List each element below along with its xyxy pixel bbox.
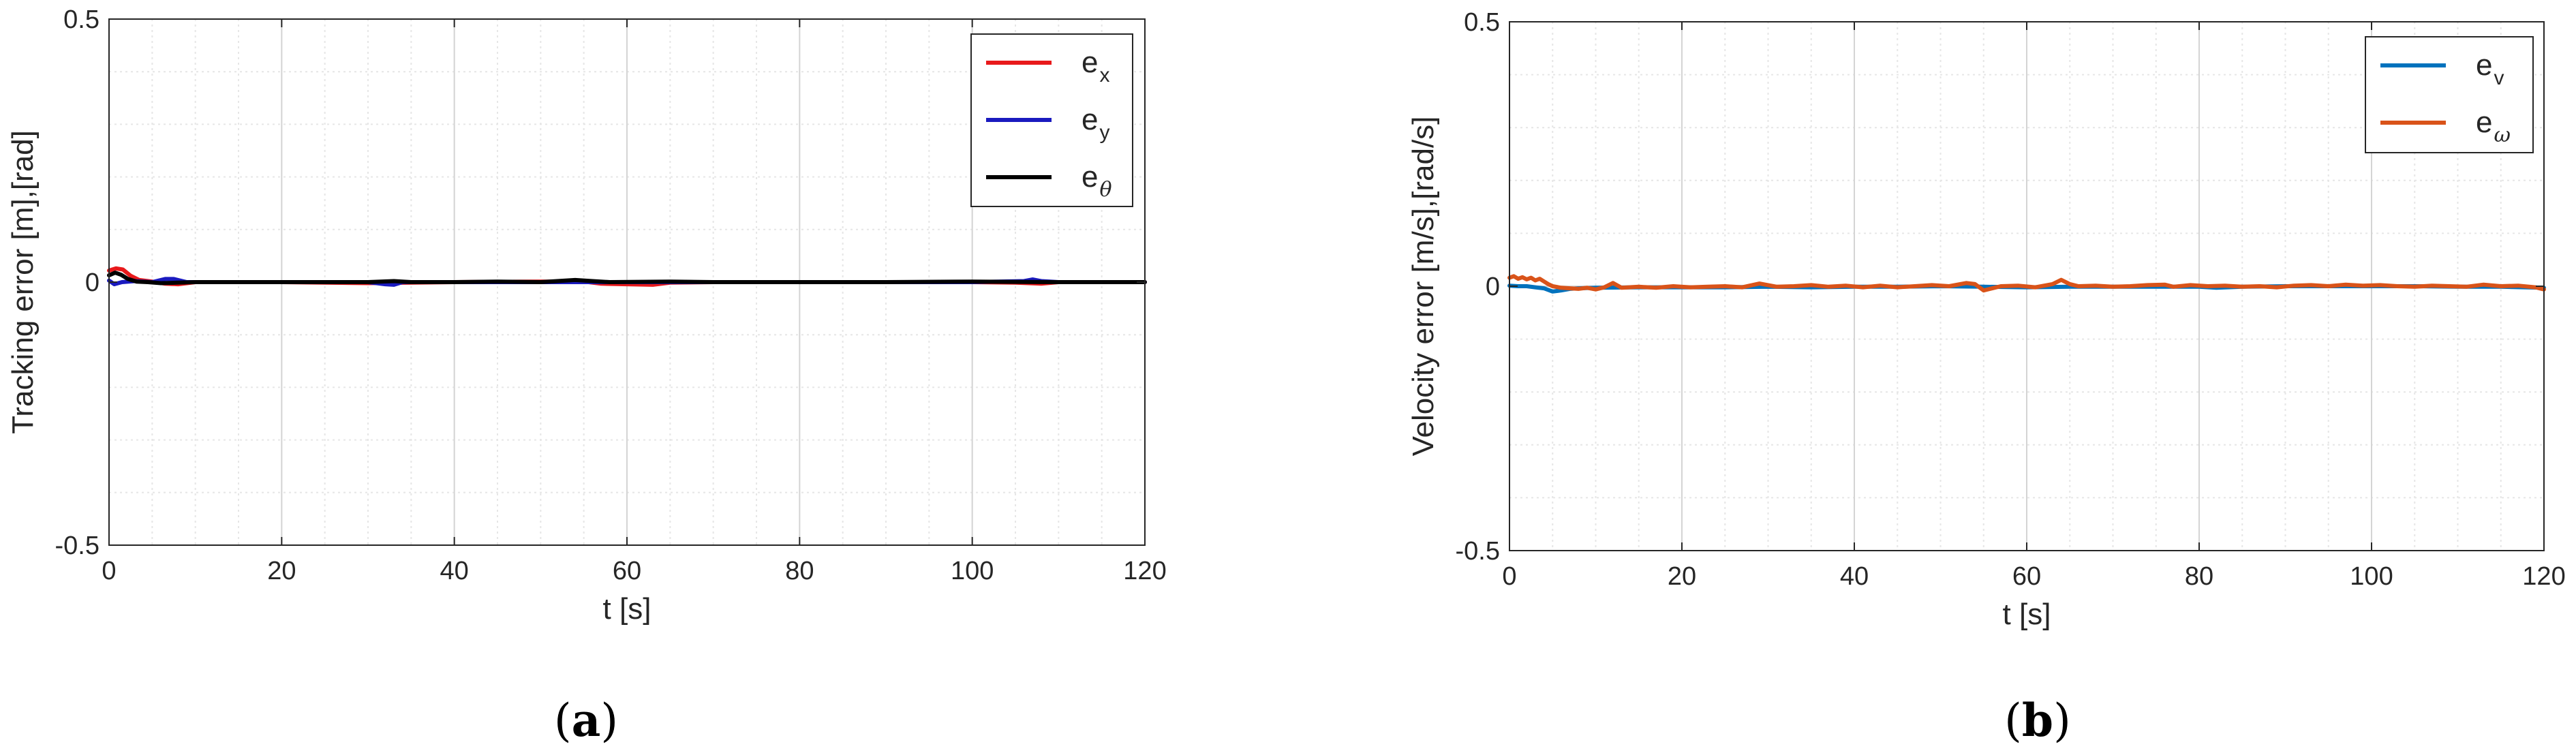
legend-item: ev bbox=[2380, 48, 2504, 89]
x-tick-label: 60 bbox=[613, 557, 641, 585]
y-tick-label: 0.5 bbox=[63, 5, 99, 34]
x-tick-label: 80 bbox=[2185, 562, 2213, 591]
x-tick-label: 0 bbox=[1502, 562, 1516, 591]
x-tick-label: 20 bbox=[267, 557, 296, 585]
x-tick-label: 40 bbox=[1840, 562, 1869, 591]
y-tick-label: 0 bbox=[85, 268, 99, 297]
tracking-error-chart: 0 20 40 60 80 100 120-0.500.5t [s]Tracking err… bbox=[6, 5, 1167, 747]
y-tick-label: -0.5 bbox=[55, 532, 99, 560]
x-tick-label: 100 bbox=[2350, 562, 2393, 591]
x-tick-label: 100 bbox=[951, 557, 994, 585]
subfigure-caption: (a) bbox=[554, 694, 618, 747]
legend-label: eθ bbox=[1082, 160, 1112, 202]
y-tick-label: 0.5 bbox=[1464, 8, 1500, 37]
x-tick-label: 60 bbox=[2012, 562, 2041, 591]
legend-label: eω bbox=[2476, 106, 2511, 147]
legend-item: eθ bbox=[986, 160, 1112, 202]
series-line-1 bbox=[1507, 274, 2546, 293]
legend-box bbox=[2365, 36, 2534, 153]
series-line-2 bbox=[107, 271, 1147, 286]
x-tick-label: 40 bbox=[440, 557, 469, 585]
velocity-error-chart: 0 20 40 60 80 100 120-0.500.5t [s]Velocity err… bbox=[1407, 8, 2566, 747]
x-tick-label: 120 bbox=[1123, 557, 1166, 585]
y-tick-label: -0.5 bbox=[1456, 537, 1500, 566]
x-axis-title: t [s] bbox=[2003, 598, 2051, 631]
x-tick-label: 80 bbox=[785, 557, 814, 585]
legend-item: eω bbox=[2380, 106, 2511, 147]
legend-label: ex bbox=[1082, 46, 1109, 87]
legend-label: ev bbox=[2476, 48, 2504, 89]
legend-item: ey bbox=[986, 103, 1109, 144]
x-tick-label: 120 bbox=[2522, 562, 2565, 591]
legend: ev eω bbox=[2365, 36, 2534, 153]
y-tick-label: 0 bbox=[1486, 273, 1500, 301]
legend-label: ey bbox=[1082, 103, 1109, 144]
x-tick-label: 0 bbox=[102, 557, 116, 585]
x-tick-label: 20 bbox=[1668, 562, 1696, 591]
x-axis-title: t [s] bbox=[603, 592, 651, 626]
legend: ex ey eθ bbox=[970, 33, 1133, 207]
subfigure-caption: (b) bbox=[2004, 694, 2071, 747]
legend-item: ex bbox=[986, 46, 1109, 87]
y-axis-title: Velocity error [m/s],[rad/s] bbox=[1407, 117, 1440, 457]
y-axis-title: Tracking error [m],[rad] bbox=[6, 130, 40, 434]
